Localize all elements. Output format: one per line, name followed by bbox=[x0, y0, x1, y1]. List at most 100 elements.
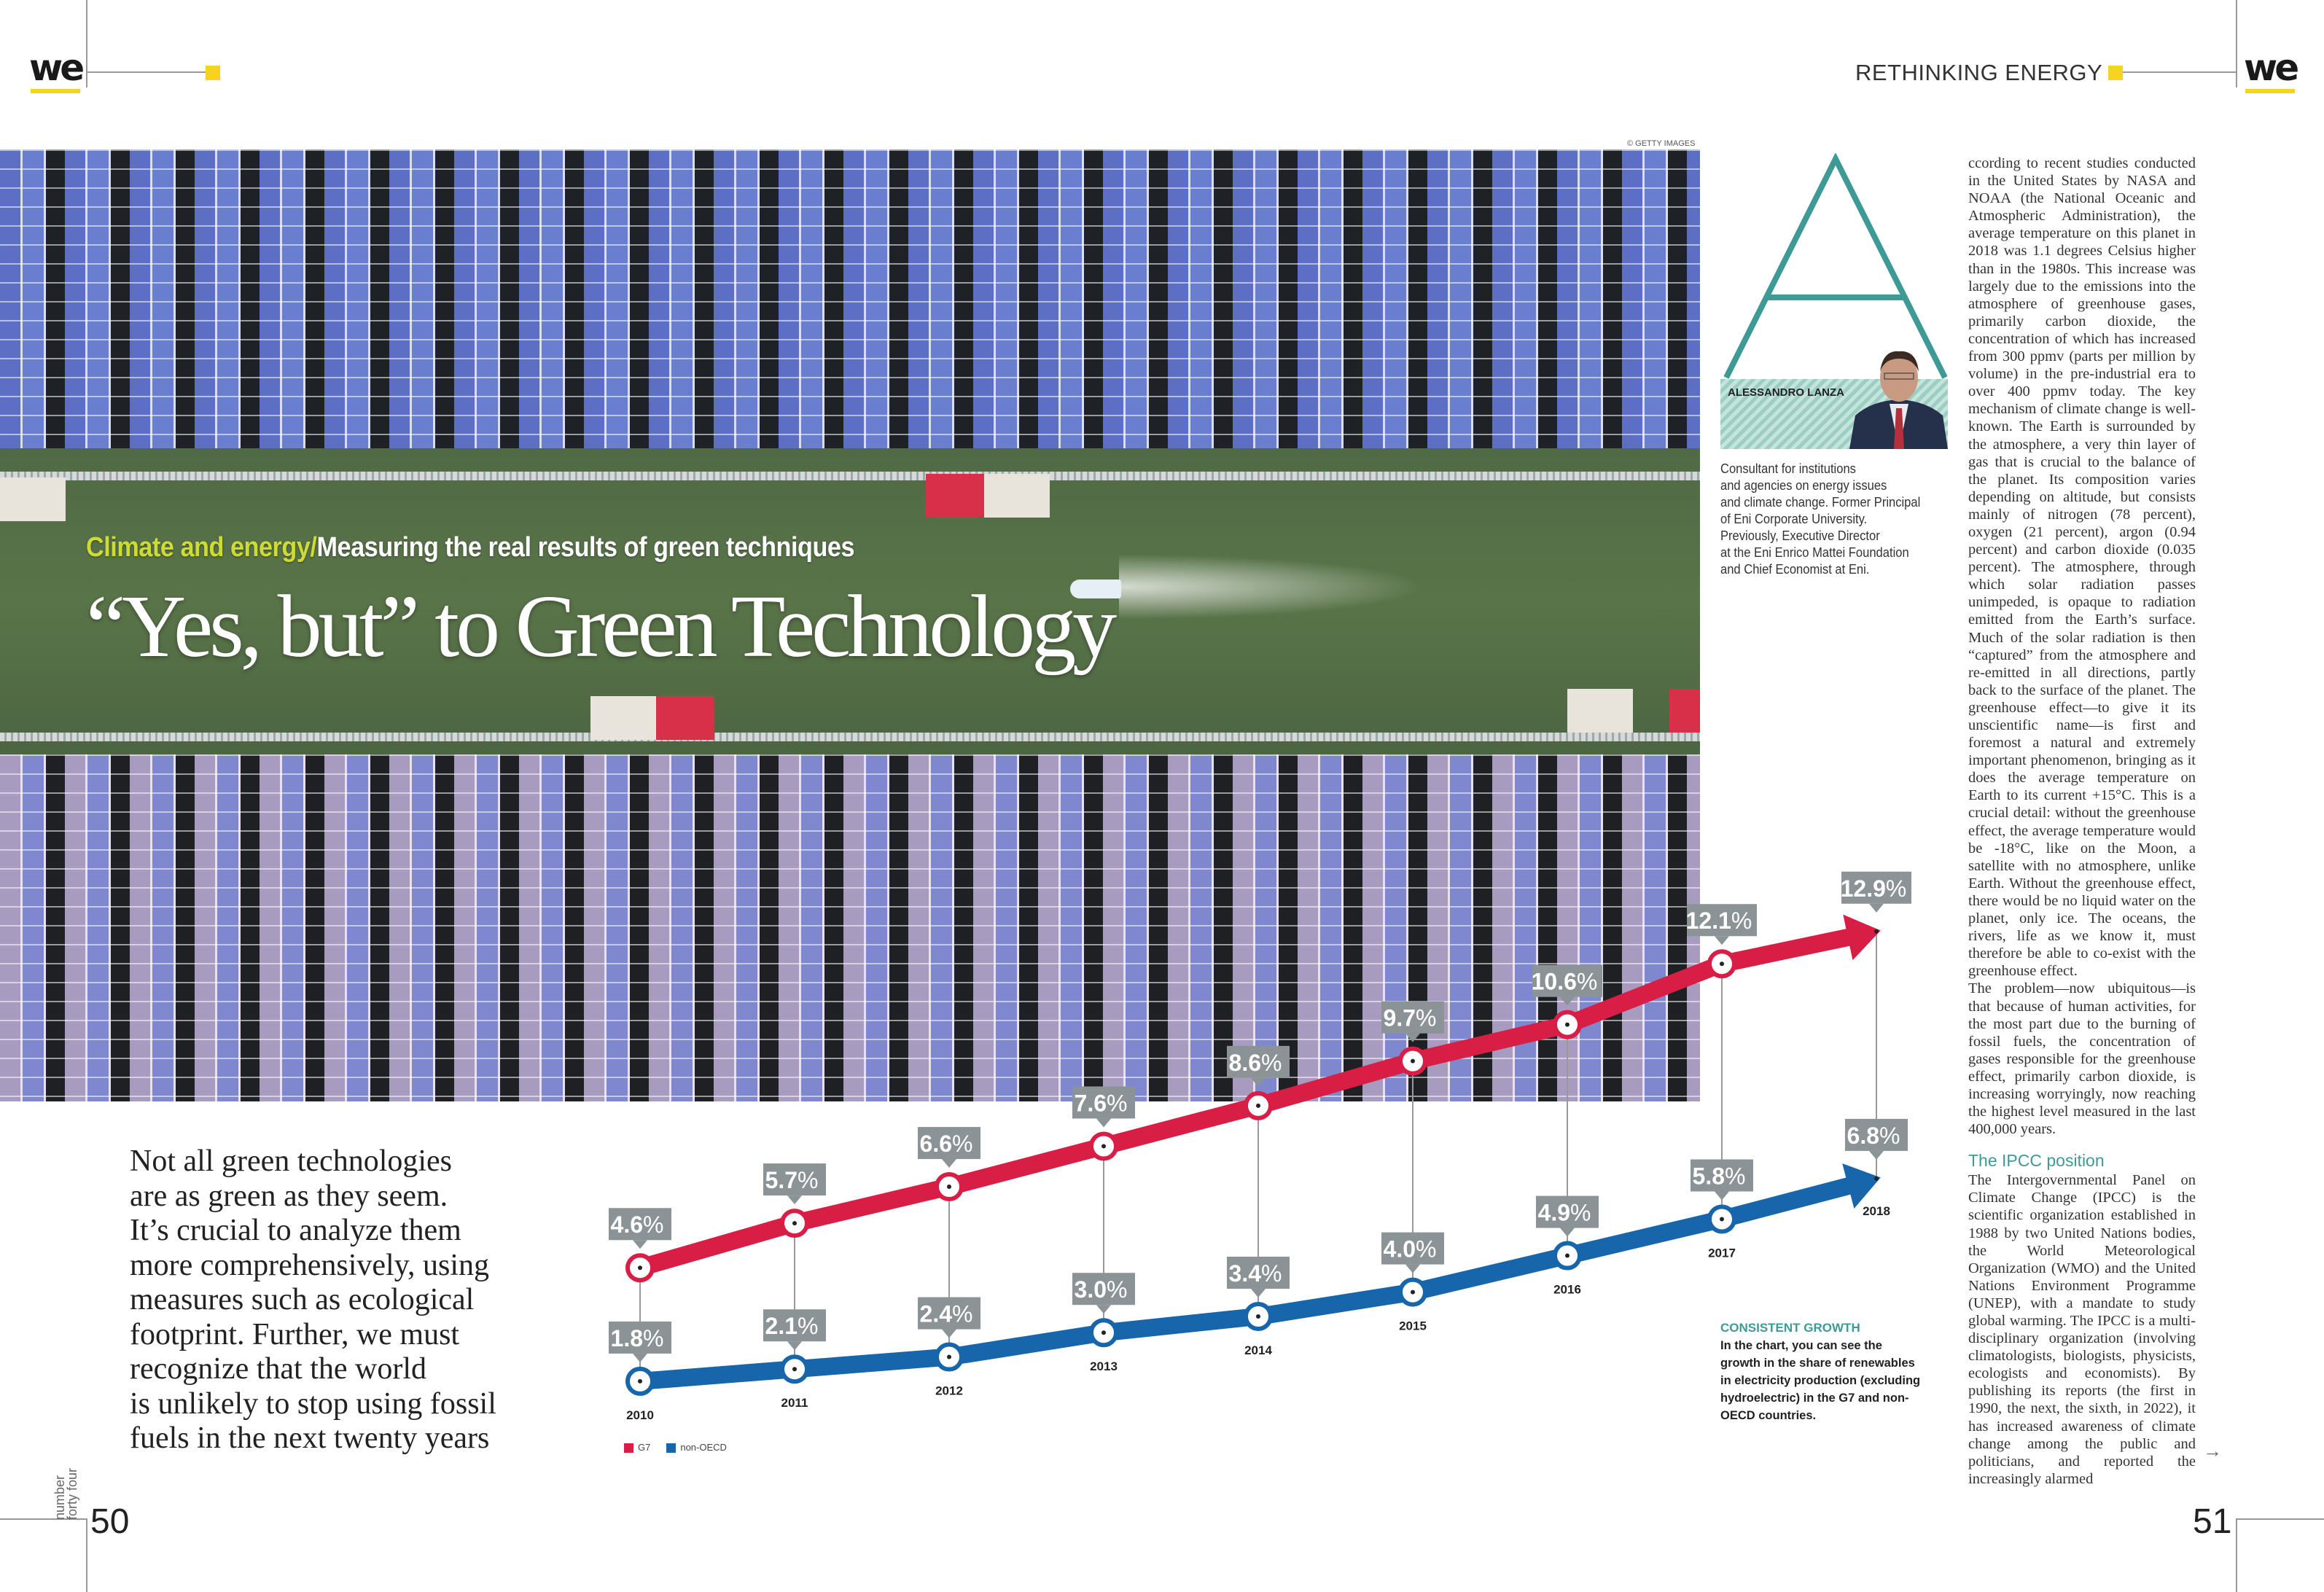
bio-line: and agencies on energy issues bbox=[1720, 478, 1887, 493]
data-point bbox=[935, 1172, 964, 1202]
bio-line: and climate change. Former Principal bbox=[1720, 495, 1921, 510]
value-label-pointer bbox=[633, 1353, 647, 1362]
legend-item-g7: G7 bbox=[624, 1442, 651, 1454]
lead-line: are as green as they seem. bbox=[130, 1179, 448, 1213]
caption-heading: CONSISTENT GROWTH bbox=[1720, 1321, 1860, 1335]
data-point bbox=[780, 1354, 809, 1384]
value-label-pointer bbox=[1096, 1118, 1111, 1128]
chart-legend: G7 non-OECD bbox=[624, 1442, 727, 1454]
legend-swatch bbox=[666, 1443, 676, 1454]
value-label-box bbox=[918, 1297, 980, 1330]
value-label: 5.8% bbox=[1693, 1163, 1746, 1190]
year-label: 2010 bbox=[626, 1408, 654, 1422]
value-label-pointer bbox=[787, 1341, 802, 1351]
hut bbox=[984, 474, 1050, 518]
value-label: 3.0% bbox=[1075, 1276, 1128, 1303]
article-title: “Yes, but” to Green Technology bbox=[86, 577, 1117, 676]
value-label-box bbox=[763, 1309, 826, 1342]
value-label-pointer bbox=[1715, 1191, 1729, 1201]
author-name: ALESSANDRO LANZA bbox=[1728, 386, 1844, 399]
issue-line: forty four bbox=[65, 1467, 79, 1520]
data-point-dot bbox=[1565, 1253, 1570, 1258]
value-label: 4.9% bbox=[1538, 1200, 1591, 1226]
value-label: 2.1% bbox=[765, 1313, 819, 1339]
author-bio: Consultant for institutions and agencies… bbox=[1720, 461, 1935, 578]
page-number-left: 50 bbox=[90, 1502, 130, 1541]
hut bbox=[926, 474, 984, 518]
data-point bbox=[935, 1342, 964, 1372]
data-point bbox=[1244, 1301, 1273, 1331]
solar-panels bbox=[0, 754, 1700, 1101]
subhead: The IPCC position bbox=[1968, 1151, 2105, 1171]
data-point bbox=[1089, 1318, 1118, 1348]
value-label-box bbox=[1536, 1195, 1599, 1228]
data-point-dot bbox=[1720, 961, 1724, 967]
value-label-box bbox=[763, 1163, 826, 1196]
lead-line: measures such as ecological bbox=[130, 1283, 475, 1316]
hut bbox=[590, 696, 656, 740]
body-paragraph: The Intergovernmental Panel on Climate C… bbox=[1968, 1172, 2196, 1487]
bio-line: Previously, Executive Director bbox=[1720, 528, 1880, 543]
value-label: 1.8% bbox=[611, 1325, 664, 1351]
data-point bbox=[625, 1366, 655, 1396]
data-point bbox=[1707, 949, 1736, 979]
value-label-pointer bbox=[942, 1159, 956, 1168]
crop-rule bbox=[2237, 1518, 2324, 1520]
value-label: 3.4% bbox=[1229, 1260, 1282, 1287]
legend-item-non-oecd: non-OECD bbox=[666, 1442, 727, 1454]
value-label-pointer bbox=[787, 1195, 802, 1205]
data-point-dot bbox=[638, 1378, 642, 1384]
data-point-dot bbox=[792, 1221, 797, 1226]
value-label-box bbox=[1072, 1273, 1135, 1306]
crop-rule bbox=[2236, 0, 2237, 87]
lead-line: Not all green technologies bbox=[130, 1144, 453, 1178]
value-label-box bbox=[609, 1321, 671, 1354]
page-number-right: 51 bbox=[2193, 1502, 2232, 1541]
lead-line: is unlikely to stop using fossil bbox=[130, 1386, 496, 1421]
category-label: Climate and energy/ bbox=[86, 532, 317, 563]
value-label: 5.7% bbox=[765, 1167, 819, 1193]
data-point-dot bbox=[1411, 1289, 1415, 1295]
data-point bbox=[1089, 1131, 1118, 1161]
walkway bbox=[0, 733, 1700, 741]
value-label-box bbox=[1845, 1118, 1908, 1151]
yellow-square-icon bbox=[2108, 66, 2123, 80]
data-point-dot bbox=[1874, 929, 1879, 934]
drop-cap-a: A bbox=[1723, 153, 1948, 379]
body-paragraph: ccording to recent studies conducted in … bbox=[1968, 155, 2196, 980]
arrow-right-icon[interactable]: → bbox=[2203, 1440, 2222, 1462]
hut bbox=[1669, 689, 1700, 733]
value-label-pointer bbox=[1869, 903, 1884, 913]
kicker-text: Measuring the real results of green tech… bbox=[316, 532, 855, 563]
value-label-pointer bbox=[1869, 1150, 1884, 1160]
caption-text: In the chart, you can see the growth in … bbox=[1720, 1339, 1921, 1422]
boat bbox=[1070, 580, 1121, 598]
value-label-pointer bbox=[1715, 936, 1729, 945]
data-point-dot bbox=[947, 1354, 951, 1359]
year-label: 2017 bbox=[1708, 1246, 1736, 1260]
we-logo[interactable]: we bbox=[29, 47, 85, 93]
value-label-pointer bbox=[1405, 1264, 1420, 1273]
lead-line: footprint. Further, we must bbox=[130, 1317, 460, 1351]
data-point-dot bbox=[1874, 1176, 1879, 1181]
year-label: 2018 bbox=[1863, 1204, 1890, 1218]
year-label: 2013 bbox=[1090, 1359, 1118, 1373]
solar-panels bbox=[0, 149, 1700, 448]
value-label-pointer bbox=[1096, 1305, 1111, 1314]
lead-line: more comprehensively, using bbox=[130, 1248, 489, 1282]
arrowhead-non-oecd bbox=[1842, 1163, 1881, 1209]
data-point-dot bbox=[1101, 1144, 1106, 1149]
value-label-pointer bbox=[1560, 1228, 1575, 1237]
body-paragraph: The problem—now ubiquitous—is that becau… bbox=[1968, 980, 2196, 1138]
legend-swatch bbox=[624, 1443, 633, 1454]
photo-credit: © GETTY IMAGES bbox=[1627, 139, 1696, 148]
legend-label: G7 bbox=[638, 1442, 651, 1453]
value-label-box bbox=[609, 1208, 671, 1241]
author-box: ALESSANDRO LANZA bbox=[1720, 351, 1948, 449]
data-point-dot bbox=[1101, 1330, 1106, 1335]
crop-rule bbox=[86, 0, 87, 87]
we-logo[interactable]: we bbox=[2244, 47, 2299, 93]
lead-line: It’s crucial to analyze them bbox=[130, 1214, 461, 1247]
data-point-dot bbox=[638, 1265, 642, 1271]
article-kicker: Climate and energy/Measuring the real re… bbox=[86, 532, 855, 563]
